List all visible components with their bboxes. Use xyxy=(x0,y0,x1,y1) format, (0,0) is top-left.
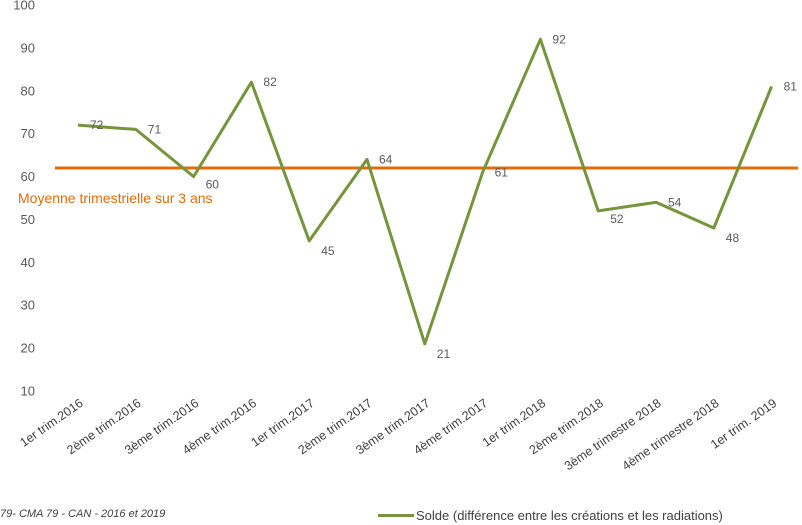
y-tick-label: 60 xyxy=(21,169,35,184)
y-tick-label: 90 xyxy=(21,40,35,55)
data-label: 92 xyxy=(552,32,566,46)
data-label: 48 xyxy=(726,231,740,245)
source-note: 79- CMA 79 - CAN - 2016 et 2019 xyxy=(0,508,166,520)
reference-line-label: Moyenne trimestrielle sur 3 ans xyxy=(18,190,213,206)
y-axis: 10 20 30 40 50 60 70 80 90 100 xyxy=(13,0,35,399)
y-tick-label: 50 xyxy=(21,212,35,227)
y-tick-label: 20 xyxy=(21,341,35,356)
y-tick-label: 10 xyxy=(21,384,35,399)
legend-label: Solde (différence entre les créations et… xyxy=(416,508,723,523)
y-tick-label: 40 xyxy=(21,255,35,270)
legend-swatch xyxy=(378,514,414,517)
data-label: 81 xyxy=(784,79,798,93)
data-label: 64 xyxy=(379,152,393,166)
series-line xyxy=(77,37,773,346)
x-tick-label: 3ème trimestre 2018 xyxy=(562,396,664,473)
data-label: 45 xyxy=(321,244,335,258)
y-tick-label: 100 xyxy=(13,0,35,13)
y-tick-label: 30 xyxy=(21,298,35,313)
data-label: 72 xyxy=(90,118,104,132)
y-tick-label: 80 xyxy=(21,83,35,98)
x-tick-label: 4ème trimestre 2018 xyxy=(620,396,722,473)
y-tick-label: 70 xyxy=(21,126,35,141)
data-label: 54 xyxy=(668,195,682,209)
data-label: 60 xyxy=(206,178,220,192)
data-label: 71 xyxy=(148,122,162,136)
data-labels: 72 71 60 82 45 64 21 61 92 52 54 48 81 xyxy=(90,32,797,361)
data-label: 82 xyxy=(263,75,277,89)
legend: Solde (différence entre les créations et… xyxy=(378,508,723,523)
data-label: 21 xyxy=(437,347,451,361)
data-label: 52 xyxy=(610,212,624,226)
data-label: 61 xyxy=(495,165,509,179)
